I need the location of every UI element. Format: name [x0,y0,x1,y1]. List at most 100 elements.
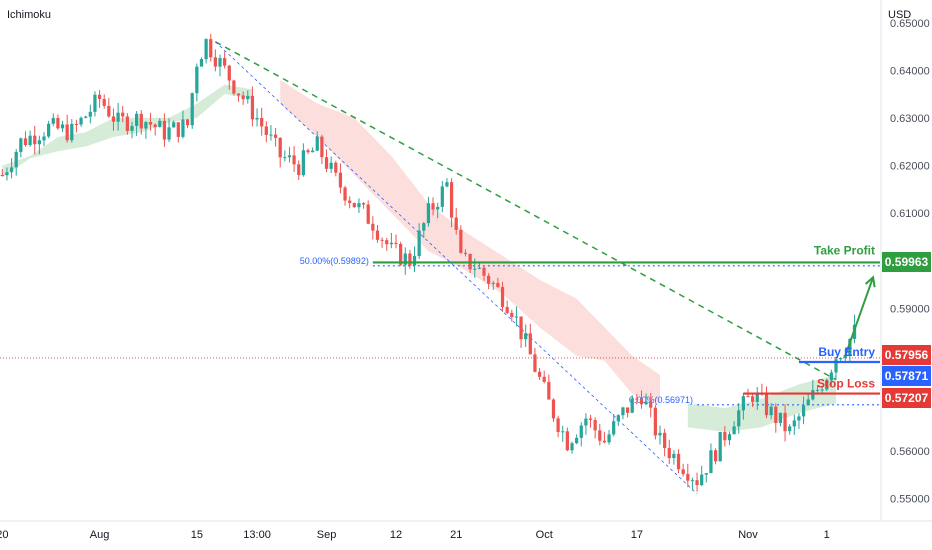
take-profit-price-badge: 0.59963 [882,252,931,272]
candle-body [709,450,713,474]
candle-body [653,407,657,436]
candle-body [241,95,245,100]
candle-body [477,267,481,269]
candle-body [482,267,486,276]
candle-body [385,240,389,245]
price-tick-label: 0.63000 [890,113,930,125]
time-tick-label: Aug [90,529,110,541]
candle-body [801,405,806,417]
candle-body [834,359,838,373]
candle-body [334,162,338,173]
candle-body [185,119,190,126]
candle-body [547,381,551,400]
candle-body [260,117,264,127]
candle-body [820,389,824,391]
candle-body [843,354,847,358]
candle-body [357,203,361,208]
candle-body [394,242,398,244]
candle-body [658,432,662,436]
candle-body [227,65,231,81]
candle-body [565,431,569,451]
candle-body [343,187,347,201]
candle-body [593,419,597,431]
candle-body [436,206,440,210]
candle-body [47,123,51,137]
candle-body [74,123,79,125]
candle-body [324,157,329,169]
candle-body [403,253,407,265]
candle-body [635,398,639,400]
candle-body [361,203,366,205]
candle-body [144,122,148,129]
candle-body [778,412,783,424]
candle-body [23,138,28,146]
time-tick-label: Nov [738,529,758,541]
candle-body [102,98,106,106]
indicator-label[interactable]: Ichimoku [7,9,52,21]
candle-body [848,338,852,355]
candle-body [811,390,815,400]
time-tick-label: 1 [824,529,830,541]
price-tick-label: 0.56000 [890,446,930,458]
candle-body [537,371,542,377]
candle-body [588,418,593,420]
candle-body [644,401,648,405]
candle-body [514,316,519,318]
candle-body [755,393,759,402]
candle-body [264,126,268,135]
candle-body [491,282,495,284]
candlestick-series [0,34,857,492]
candle-body [148,122,153,125]
candle-body [792,420,796,427]
fib-level-label: 0.00%(0.56971) [629,395,693,405]
target-arrow-shaft [844,276,874,357]
candle-body [663,432,667,449]
candle-body [473,268,477,270]
candle-body [172,122,176,128]
candle-body [788,426,792,432]
time-tick-label: 17 [631,529,643,541]
candle-body [727,434,732,441]
candle-body [630,398,634,413]
price-tick-label: 0.59000 [890,303,930,315]
time-tick-label: 13:00 [243,529,271,541]
candle-body [612,421,616,435]
time-tick-label: 21 [450,529,462,541]
candle-body [111,116,116,122]
candle-body [121,112,125,117]
candle-body [158,120,162,128]
candle-body [399,243,403,265]
candle-body [389,242,393,245]
candle-body [125,116,129,131]
candle-body [93,94,97,112]
candle-body [556,418,560,432]
candle-body [250,95,255,120]
price-tick-label: 0.55000 [890,494,930,506]
candle-body [380,239,384,241]
candle-body [315,136,319,151]
candle-body [607,434,611,443]
candle-body [107,105,111,117]
time-axis: 20 Aug 15 13:00 Sep 12 21 Oct 17 Nov 1 [0,529,830,541]
cloud-bullish [687,374,836,432]
candle-body [741,396,745,411]
time-tick-label: 15 [191,529,203,541]
candle-body [278,137,282,158]
candle-body [176,122,180,137]
candle-body [42,136,46,141]
candle-body [236,93,241,96]
candle-body [829,372,833,381]
candle-body [551,399,556,419]
candle-body [51,117,55,124]
fib-level-label: 50.00%(0.59892) [300,256,369,266]
time-tick-label: 12 [390,529,402,541]
candle-body [505,307,509,313]
time-tick-label: Oct [536,529,553,541]
candle-body [700,474,704,486]
candle-body [672,453,676,459]
candle-body [306,150,310,153]
candle-body [84,116,88,118]
candle-body [639,398,644,405]
candle-body [454,217,458,230]
